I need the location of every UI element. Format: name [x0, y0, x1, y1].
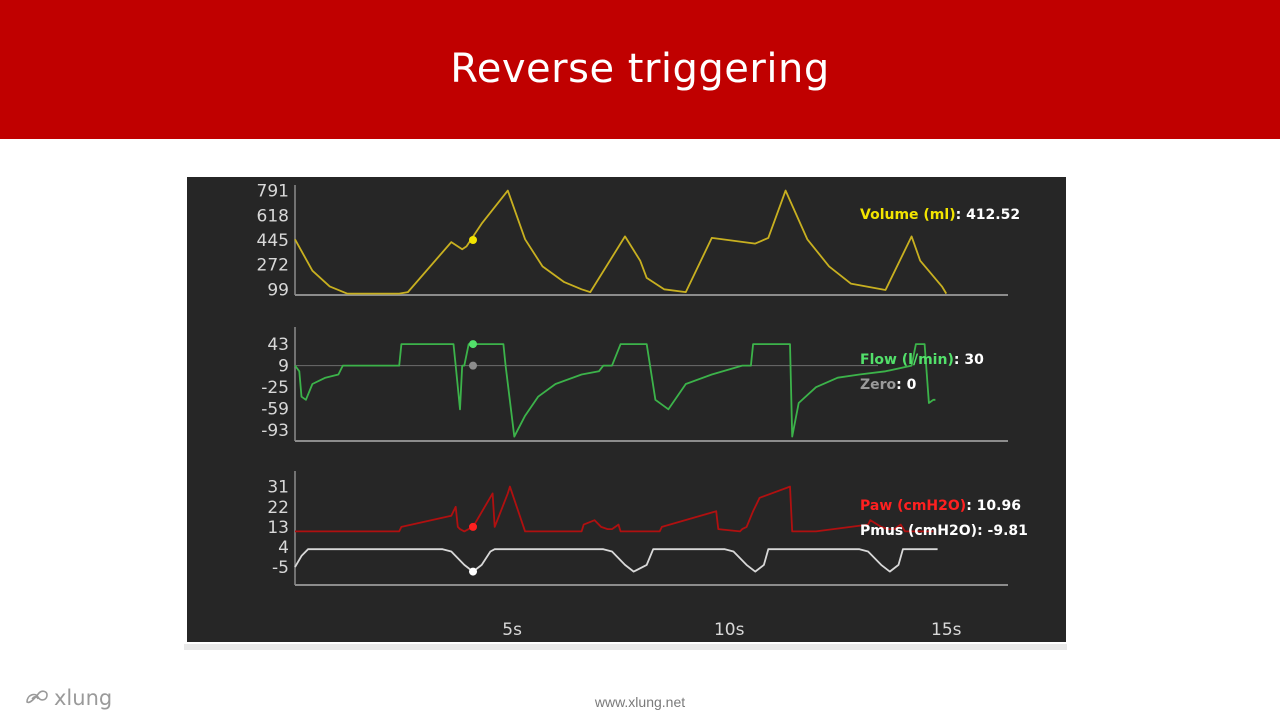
- slide-title: Reverse triggering: [450, 46, 830, 92]
- volume-readout-value: : 412.52: [956, 207, 1021, 223]
- pressure-y-tick-label: -5: [272, 558, 289, 578]
- flow-y-tick-label: -25: [261, 378, 289, 398]
- x-tick-label: 5s: [502, 620, 522, 640]
- pressure-y-tick-label: 13: [267, 518, 289, 538]
- ventilator-waveform-panel: 791 618 445 272 99 Volume (ml): 412.52 43 9 -25-…: [187, 177, 1066, 642]
- xlung-logo: xlung: [24, 683, 112, 713]
- pmus-readout-value: : -9.81: [977, 523, 1028, 539]
- pressure-y-tick-label: 4: [278, 538, 289, 558]
- x-tick-label: 10s: [714, 620, 745, 640]
- flow-y-tick-label: -93: [261, 421, 289, 441]
- paw-cursor-dot: [469, 522, 478, 531]
- flow-y-tick-label: 9: [278, 357, 289, 377]
- volume-y-tick-label: 445: [257, 231, 289, 251]
- volume-y-tick-label: 272: [257, 256, 289, 276]
- title-banner: Reverse triggering: [0, 0, 1280, 139]
- volume-y-tick-label: 99: [267, 280, 289, 300]
- volume-y-tick-label: 618: [257, 206, 289, 226]
- paw-readout: Paw (cmH2O): 10.96: [860, 498, 1021, 514]
- flow-series-line: [294, 343, 936, 438]
- flow-y-tick-label: 43: [267, 335, 289, 355]
- volume-readout-label: Volume (ml): [860, 207, 956, 223]
- flow-readout-label: Flow (l/min): [860, 352, 954, 368]
- volume-cursor-dot: [469, 236, 478, 244]
- xlung-swirl-icon: [26, 690, 48, 704]
- flow-readout-value: : 30: [954, 352, 984, 368]
- zero-readout-label: Zero: [860, 377, 897, 393]
- footer-url: www.xlung.net: [594, 694, 686, 710]
- volume-series-line: [294, 189, 948, 295]
- pressure-series-line-paw: [295, 485, 934, 533]
- paw-readout-value: : 10.96: [966, 498, 1021, 514]
- flow-y-tick-label: -59: [261, 400, 289, 420]
- logo-text: xlung: [54, 686, 113, 710]
- zero-readout-value: : 0: [896, 377, 916, 393]
- panel-shadow: [184, 644, 1067, 650]
- pressure-y-tick-label: 22: [267, 498, 289, 518]
- pressure-y-tick-label: 31: [267, 478, 289, 498]
- x-tick-label: 15s: [931, 620, 962, 640]
- paw-readout-label: Paw (cmH2O): [860, 498, 966, 514]
- pmus-readout-label: Pmus (cmH2O): [860, 523, 977, 539]
- flow-readout: Flow (l/min): 30: [860, 352, 984, 368]
- pmus-readout: Pmus (cmH2O): -9.81: [860, 523, 1028, 539]
- volume-readout: Volume (ml): 412.52: [860, 207, 1020, 223]
- volume-y-tick-label: 791: [257, 182, 289, 202]
- pmus-cursor-dot: [469, 567, 478, 576]
- flow-cursor-dot: [469, 340, 478, 349]
- pressure-series-line-pmus: [294, 548, 938, 573]
- flow-zero-cursor-dot: [469, 361, 478, 370]
- zero-readout: Zero: 0: [860, 377, 917, 393]
